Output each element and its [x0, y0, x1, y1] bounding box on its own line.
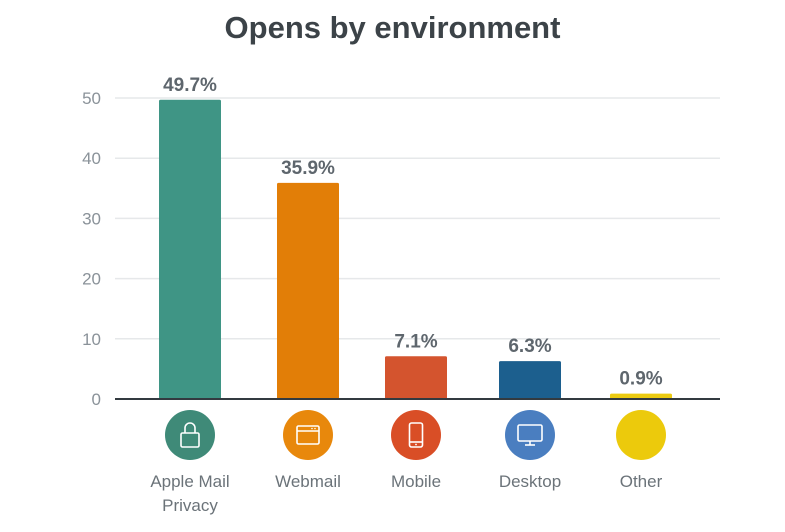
browser-window-badge [283, 410, 333, 460]
badge-circle [283, 410, 333, 460]
category-label: Mobile [391, 472, 441, 491]
desktop-monitor-badge [505, 410, 555, 460]
value-labels: 49.7% 35.9% 7.1% 6.3% 0.9% [163, 75, 663, 390]
value-label: 7.1% [394, 331, 437, 352]
y-tick-label: 10 [82, 330, 101, 349]
bar [277, 182, 339, 399]
value-label: 6.3% [508, 336, 551, 357]
y-tick-label: 50 [82, 89, 101, 108]
badge-circle [391, 410, 441, 460]
bar [610, 393, 672, 399]
category-label: Webmail [275, 472, 341, 491]
y-tick-label: 0 [92, 390, 101, 409]
badge-circle [165, 410, 215, 460]
value-label: 35.9% [281, 158, 335, 179]
y-axis-ticks: 0 10 20 30 40 50 [82, 89, 101, 409]
bar [159, 99, 221, 399]
bars [159, 99, 672, 399]
y-tick-label: 30 [82, 209, 101, 228]
y-tick-label: 40 [82, 149, 101, 168]
category-icons [165, 410, 666, 460]
badge-circle [505, 410, 555, 460]
desktop-monitor-icon [517, 424, 543, 446]
chart-title: Opens by environment [224, 10, 561, 45]
badge-circle [616, 410, 666, 460]
category-label: Other [620, 472, 663, 491]
value-label: 49.7% [163, 75, 217, 96]
category-labels: Apple Mail Privacy Webmail Mobile Desktop Oth… [150, 472, 662, 515]
bar [385, 356, 447, 399]
browser-window-icon [296, 425, 320, 445]
mobile-phone-badge [391, 410, 441, 460]
lock-icon [180, 422, 200, 448]
value-label: 0.9% [619, 369, 662, 390]
y-tick-label: 20 [82, 270, 101, 289]
category-label: Apple Mail Privacy [150, 472, 229, 515]
category-label: Desktop [499, 472, 561, 491]
bar [499, 361, 561, 399]
mobile-phone-icon [408, 422, 424, 448]
color-badge [616, 410, 666, 460]
lock-badge [165, 410, 215, 460]
